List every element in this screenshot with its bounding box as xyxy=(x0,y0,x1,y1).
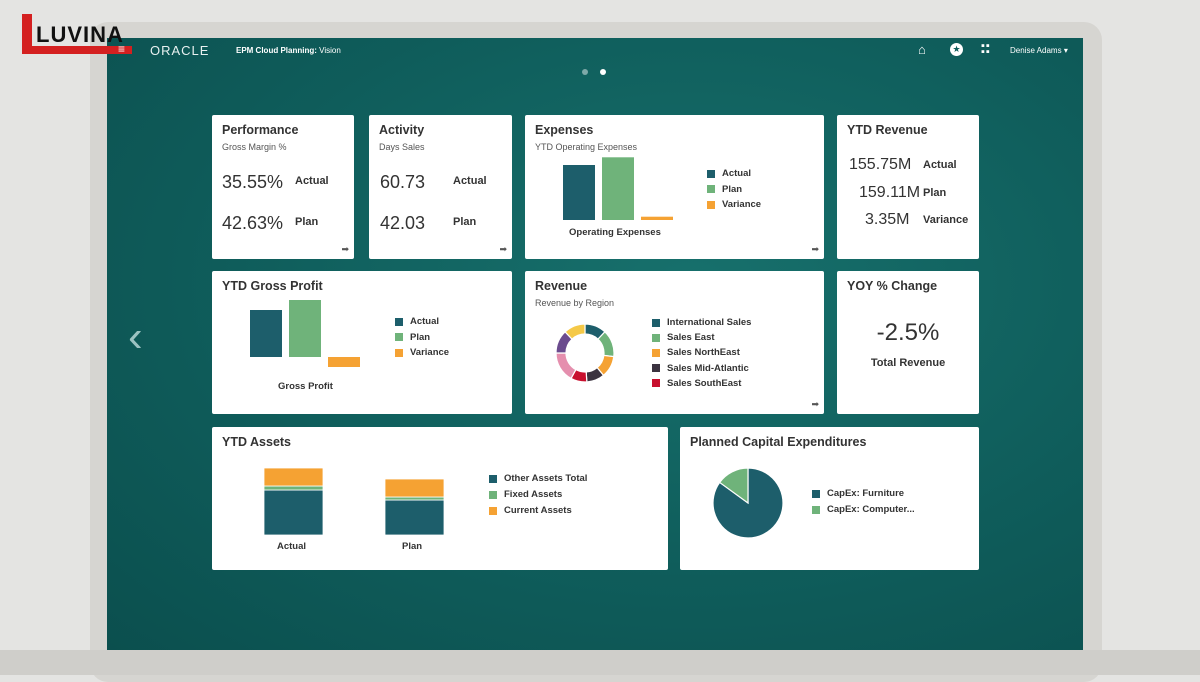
drill-arrow-icon[interactable]: ➡ xyxy=(499,244,507,254)
bar-actual xyxy=(250,310,282,357)
expenses-card[interactable]: Expenses YTD Operating Expenses Operatin… xyxy=(525,115,824,259)
slice-other-5 xyxy=(555,352,577,380)
gross-profit-card[interactable]: YTD Gross Profit Gross Profit Actual Pla… xyxy=(212,271,512,414)
bar-plan-other-assets-total xyxy=(384,499,445,536)
apps-grid-icon[interactable]: ▪▪ ▪▪ xyxy=(981,40,991,58)
bar-variance xyxy=(328,357,360,367)
laptop-base xyxy=(0,650,1200,675)
assets-stacked-bar-chart xyxy=(263,467,445,536)
gross-profit-legend: Actual Plan Variance xyxy=(395,314,449,361)
app-title: EPM Cloud Planning: Vision xyxy=(236,46,341,55)
bar-actual-current-assets xyxy=(263,467,324,487)
capex-card[interactable]: Planned Capital Expenditures CapEx: Furn… xyxy=(680,427,979,570)
bar-actual xyxy=(563,165,595,220)
bar-plan-fixed-assets xyxy=(384,496,445,501)
oracle-logo: ORACLE xyxy=(150,43,210,58)
expenses-legend: Actual Plan Variance xyxy=(707,166,761,213)
gross-profit-bar-chart xyxy=(250,300,360,367)
activity-card[interactable]: Activity Days Sales 60.73 Actual 42.03 P… xyxy=(369,115,512,259)
page-dot-1[interactable] xyxy=(582,69,588,75)
expenses-bar-chart xyxy=(563,157,673,220)
ytd-revenue-card[interactable]: YTD Revenue 155.75M Actual 159.11M Plan … xyxy=(837,115,979,259)
page-dot-2[interactable] xyxy=(600,69,606,75)
user-menu[interactable]: Denise Adams ▾ xyxy=(1010,46,1068,55)
slice-other-7 xyxy=(564,323,586,340)
performance-card[interactable]: Performance Gross Margin % 35.55% Actual… xyxy=(212,115,354,259)
slice-capex-computer- xyxy=(718,467,749,505)
bar-plan-current-assets xyxy=(384,478,445,498)
revenue-legend: International Sales Sales East Sales Nor… xyxy=(652,315,751,391)
drill-arrow-icon[interactable]: ➡ xyxy=(341,244,349,254)
bar-variance xyxy=(641,216,673,220)
menu-icon[interactable]: ≡ xyxy=(118,42,126,56)
previous-page-arrow[interactable]: ‹ xyxy=(128,312,143,361)
bar-plan xyxy=(289,300,321,357)
accessibility-icon[interactable]: ★ xyxy=(950,43,963,56)
ytd-assets-card[interactable]: YTD Assets Actual Plan Other Assets Tota… xyxy=(212,427,668,570)
drill-arrow-icon[interactable]: ➡ xyxy=(811,244,819,254)
yoy-change-card[interactable]: YOY % Change -2.5% Total Revenue xyxy=(837,271,979,414)
bar-plan xyxy=(602,157,634,220)
bar-actual-other-assets-total xyxy=(263,489,324,536)
capex-pie-chart xyxy=(712,467,784,539)
assets-legend: Other Assets Total Fixed Assets Current … xyxy=(489,471,587,519)
drill-arrow-icon[interactable]: ➡ xyxy=(811,399,819,409)
capex-legend: CapEx: Furniture CapEx: Computer... xyxy=(812,486,915,518)
bar-actual-fixed-assets xyxy=(263,485,324,491)
revenue-card[interactable]: Revenue Revenue by Region International … xyxy=(525,271,824,414)
revenue-donut-chart xyxy=(555,323,615,383)
luvina-watermark-logo: LUVINA xyxy=(22,14,134,56)
home-icon[interactable]: ⌂ xyxy=(918,42,926,57)
